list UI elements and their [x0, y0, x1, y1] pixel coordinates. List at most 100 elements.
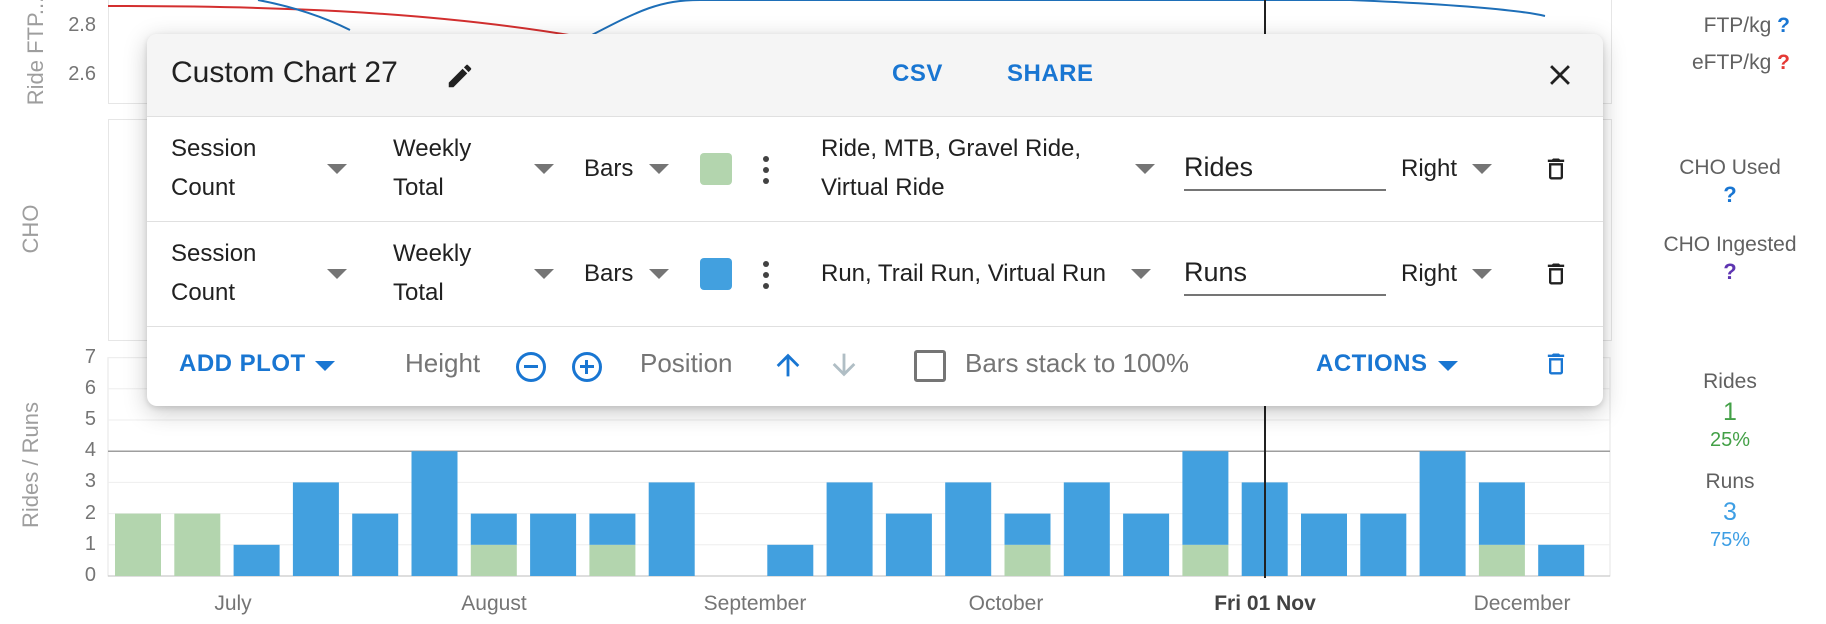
agg-line1: Weekly [393, 240, 472, 267]
chevron-down-icon[interactable] [649, 164, 669, 174]
metric-line2: Count [171, 279, 236, 306]
chevron-down-icon[interactable] [315, 361, 335, 371]
runs-bar[interactable] [292, 482, 339, 576]
legend-rides: Rides 1 25% [1630, 370, 1826, 452]
color-swatch-runs[interactable] [700, 258, 732, 290]
cho-ingested-help-icon[interactable]: ? [1723, 259, 1737, 284]
runs-bar[interactable] [826, 482, 873, 576]
plot-type-select[interactable]: Bars [584, 260, 634, 287]
rides-bar[interactable] [1004, 544, 1051, 576]
ftp-line-a [257, 0, 351, 31]
aggregation-select[interactable]: Weekly Total [393, 234, 471, 312]
stack-100-checkbox[interactable] [914, 350, 946, 382]
runs-bar[interactable] [1123, 513, 1170, 576]
custom-chart-dialog: Custom Chart 27 CSV SHARE Session Count … [147, 34, 1603, 406]
runs-bar[interactable] [1538, 544, 1585, 576]
arrow-up-icon[interactable] [771, 348, 805, 382]
runs-bar[interactable] [470, 513, 517, 545]
share-button[interactable]: SHARE [1007, 60, 1094, 87]
rides-bar[interactable] [589, 544, 636, 576]
delete-icon[interactable] [1542, 260, 1570, 288]
rides-bar[interactable] [1182, 544, 1229, 576]
sports-select[interactable]: Run, Trail Run, Virtual Run [821, 260, 1107, 287]
metric-select[interactable]: Session Count [171, 129, 256, 207]
legend-runs-label: Runs [1705, 470, 1755, 493]
close-icon[interactable] [1543, 58, 1577, 92]
sports-select[interactable]: Ride, MTB, Gravel Ride, Virtual Ride [821, 129, 1081, 207]
height-decrease-icon[interactable] [516, 352, 546, 382]
rides-bar[interactable] [1478, 544, 1525, 576]
legend-cho-ingested: CHO Ingested ? [1630, 233, 1826, 285]
delete-all-icon[interactable] [1542, 350, 1570, 378]
more-vert-icon[interactable] [763, 261, 769, 294]
runs-bar[interactable] [885, 513, 932, 576]
csv-button[interactable]: CSV [892, 60, 943, 87]
metric-select[interactable]: Session Count [171, 234, 256, 312]
runs-bar[interactable] [1301, 513, 1347, 576]
runs-bar[interactable] [411, 451, 458, 576]
runs-bar[interactable] [352, 513, 399, 576]
ftp-tick-2-6: 2.6 [68, 63, 96, 85]
rides-bar[interactable] [470, 544, 517, 576]
runs-bar[interactable] [945, 482, 992, 576]
chevron-down-icon[interactable] [327, 164, 347, 174]
agg-line1: Weekly [393, 135, 472, 162]
runs-bar[interactable] [1182, 451, 1229, 545]
runs-bar[interactable] [1004, 513, 1051, 545]
chevron-down-icon[interactable] [649, 269, 669, 279]
chevron-down-icon[interactable] [1131, 269, 1151, 279]
color-swatch-rides[interactable] [700, 153, 732, 185]
eftp-help-icon[interactable]: ? [1777, 51, 1790, 74]
rides-bar[interactable] [115, 513, 161, 576]
y-tick: 5 [84, 408, 96, 430]
runs-bar[interactable] [648, 482, 695, 576]
height-increase-icon[interactable] [572, 352, 602, 382]
chevron-down-icon[interactable] [534, 269, 554, 279]
more-vert-icon[interactable] [763, 156, 769, 189]
runs-bar[interactable] [1419, 451, 1466, 576]
add-plot-button[interactable]: ADD PLOT [179, 350, 306, 378]
position-label: Position [640, 348, 733, 378]
chevron-down-icon[interactable] [1472, 164, 1492, 174]
legend-ftp-kg: FTP/kg ? [1640, 14, 1790, 38]
chevron-down-icon[interactable] [534, 164, 554, 174]
dialog-title: Custom Chart 27 [171, 56, 398, 89]
plot-row-rides: Session Count Weekly Total Bars Ride, MT… [147, 117, 1603, 222]
runs-bar[interactable] [1063, 482, 1110, 576]
legend-rides-label: Rides [1703, 370, 1757, 393]
metric-line2: Count [171, 174, 236, 201]
cho-used-help-icon[interactable]: ? [1723, 182, 1737, 207]
legend-eftp-kg: eFTP/kg ? [1640, 51, 1790, 75]
arrow-down-icon [832, 353, 856, 377]
runs-bar[interactable] [1478, 482, 1525, 545]
axis-select[interactable]: Right [1401, 155, 1458, 182]
chevron-down-icon[interactable] [327, 269, 347, 279]
runs-bar[interactable] [530, 513, 577, 576]
x-tick: July [214, 592, 252, 615]
ftp-lines [107, 0, 1546, 37]
actions-button[interactable]: ACTIONS [1316, 350, 1428, 378]
ftp-help-icon[interactable]: ? [1777, 14, 1790, 37]
metric-line1: Session [171, 240, 257, 267]
y-tick: 3 [84, 470, 96, 493]
runs-bar[interactable] [589, 513, 636, 545]
runs-bar[interactable] [1360, 513, 1407, 576]
plot-name-input[interactable] [1184, 250, 1386, 296]
edit-pencil-icon[interactable] [445, 61, 475, 91]
rides-bar[interactable] [174, 513, 221, 576]
ftp-line-b [589, 0, 1546, 37]
legend-rides-value: 1 [1723, 398, 1737, 426]
agg-line2: Total [393, 279, 444, 306]
aggregation-select[interactable]: Weekly Total [393, 129, 471, 207]
chevron-down-icon[interactable] [1135, 164, 1155, 174]
axis-select[interactable]: Right [1401, 260, 1458, 287]
ftp-tick-2-8: 2.8 [68, 14, 96, 36]
runs-bar[interactable] [233, 544, 280, 576]
plot-name-input[interactable] [1184, 145, 1386, 191]
runs-bar[interactable] [767, 544, 814, 576]
chevron-down-icon[interactable] [1472, 269, 1492, 279]
delete-icon[interactable] [1542, 155, 1570, 183]
x-tick: August [461, 592, 527, 615]
chevron-down-icon[interactable] [1438, 361, 1458, 371]
plot-type-select[interactable]: Bars [584, 155, 634, 182]
